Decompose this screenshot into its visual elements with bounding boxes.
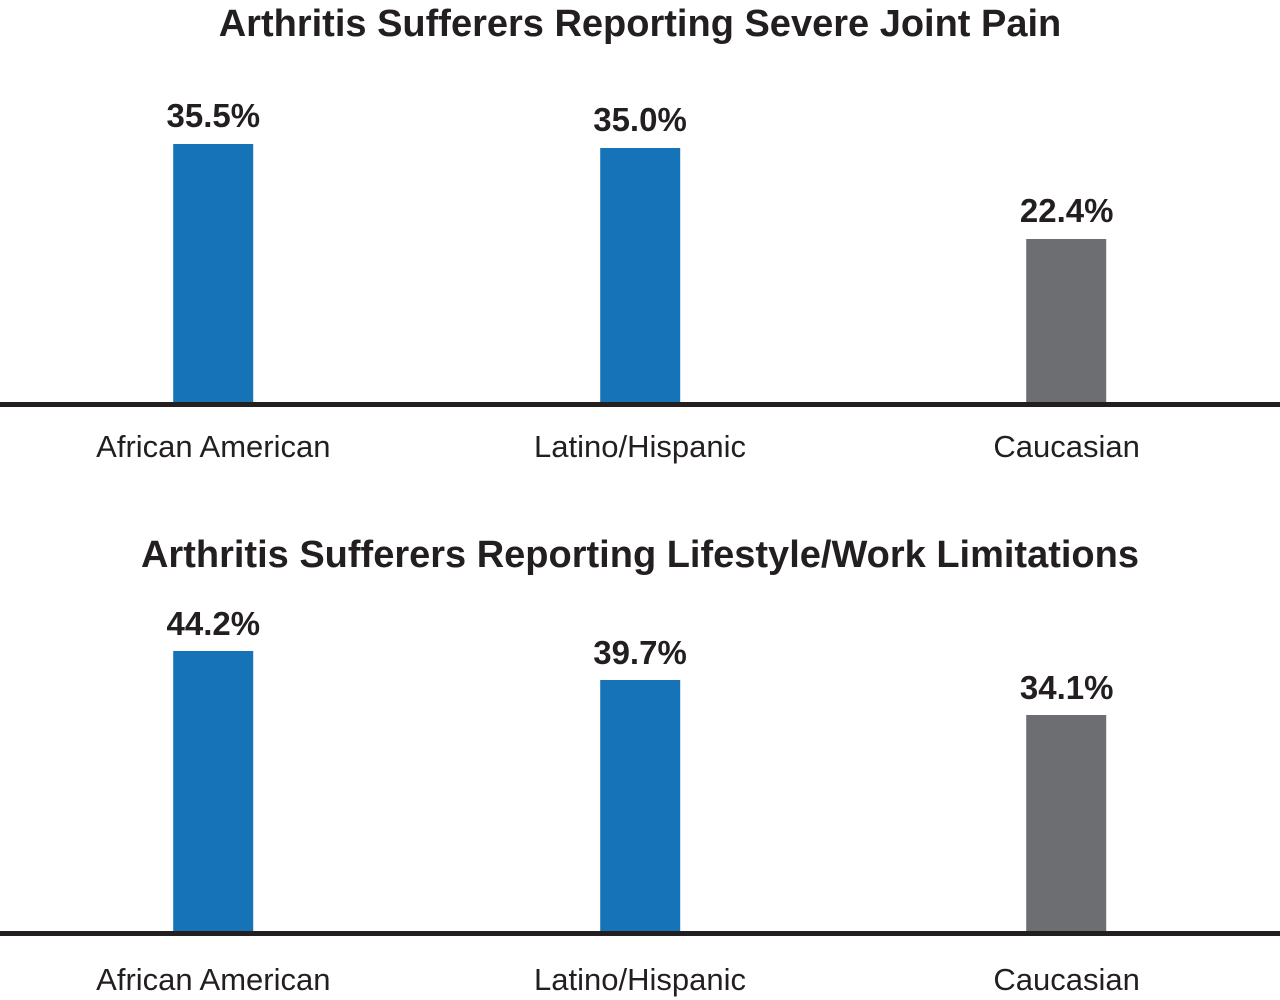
category-label-row: African American Latino/Hispanic Caucasi…	[0, 936, 1280, 999]
bar-african-american	[173, 651, 254, 932]
category-label-caucasian: Caucasian	[993, 962, 1140, 998]
bar-group-caucasian: 34.1%	[1019, 668, 1114, 932]
category-label-latino-hispanic: Latino/Hispanic	[534, 428, 746, 464]
bar-african-american	[173, 143, 254, 402]
value-label-latino-hispanic: 39.7%	[593, 633, 687, 671]
bar-group-african-american: 44.2%	[166, 604, 261, 932]
category-label-latino-hispanic: Latino/Hispanic	[534, 962, 746, 998]
value-label-caucasian: 34.1%	[1019, 668, 1114, 706]
chart-title-lifestyle-work-limitations: Arthritis Sufferers Reporting Lifestyle/…	[140, 533, 1139, 576]
category-label-african-american: African American	[96, 962, 331, 998]
value-label-african-american: 35.5%	[166, 97, 261, 135]
plot-area-severe-joint-pain: 35.5% 35.0% 22.4%	[0, 48, 1280, 402]
bar-group-caucasian: 22.4%	[1019, 192, 1114, 402]
category-label-african-american: African American	[96, 428, 331, 464]
value-label-african-american: 44.2%	[166, 604, 261, 642]
chart-lifestyle-work-limitations: Arthritis Sufferers Reporting Lifestyle/…	[0, 533, 1280, 1000]
bar-group-latino-hispanic: 35.0%	[593, 101, 687, 402]
x-axis-line	[0, 931, 1280, 937]
x-axis-line	[0, 401, 1280, 407]
category-label-row: African American Latino/Hispanic Caucasi…	[0, 407, 1280, 465]
bar-caucasian	[1026, 238, 1107, 402]
bar-group-african-american: 35.5%	[166, 97, 261, 402]
category-label-caucasian: Caucasian	[993, 428, 1140, 464]
bar-group-latino-hispanic: 39.7%	[593, 633, 687, 932]
bar-latino-hispanic	[599, 680, 680, 932]
bar-latino-hispanic	[599, 147, 680, 402]
bar-caucasian	[1026, 715, 1107, 932]
plot-area-lifestyle-work-limitations: 44.2% 39.7% 34.1%	[0, 578, 1280, 932]
chart-title-severe-joint-pain: Arthritis Sufferers Reporting Severe Joi…	[218, 3, 1062, 45]
value-label-caucasian: 22.4%	[1019, 192, 1114, 230]
chart-severe-joint-pain: Arthritis Sufferers Reporting Severe Joi…	[0, 2, 1280, 465]
value-label-latino-hispanic: 35.0%	[593, 101, 687, 139]
